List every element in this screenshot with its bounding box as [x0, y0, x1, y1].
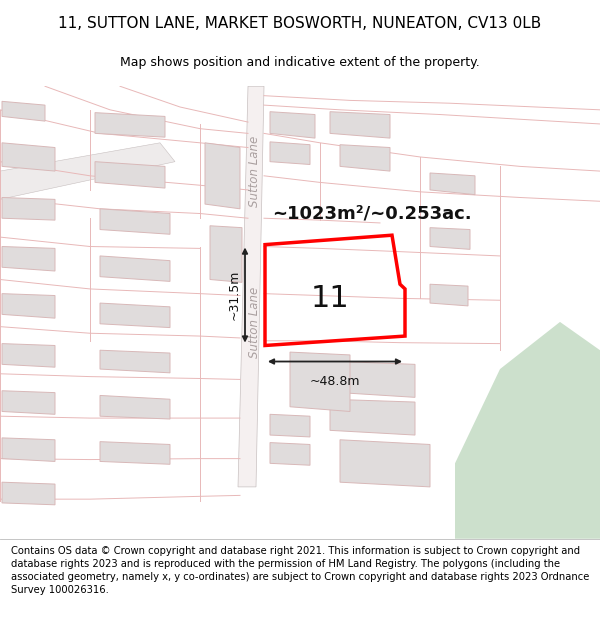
Polygon shape — [270, 142, 310, 164]
Polygon shape — [95, 112, 165, 137]
Polygon shape — [100, 396, 170, 419]
Polygon shape — [100, 303, 170, 328]
Polygon shape — [270, 414, 310, 437]
Text: Sutton Lane: Sutton Lane — [248, 286, 260, 357]
Polygon shape — [430, 284, 468, 306]
Polygon shape — [2, 101, 45, 121]
Polygon shape — [210, 226, 242, 282]
Polygon shape — [2, 482, 55, 505]
Polygon shape — [100, 350, 170, 373]
Polygon shape — [95, 162, 165, 188]
Text: Contains OS data © Crown copyright and database right 2021. This information is : Contains OS data © Crown copyright and d… — [11, 546, 589, 595]
Polygon shape — [2, 198, 55, 220]
Polygon shape — [430, 228, 470, 249]
Polygon shape — [455, 322, 600, 539]
Polygon shape — [2, 391, 55, 414]
Polygon shape — [340, 361, 415, 398]
Polygon shape — [100, 442, 170, 464]
Polygon shape — [2, 142, 55, 171]
Polygon shape — [270, 112, 315, 138]
Polygon shape — [2, 344, 55, 367]
Text: Map shows position and indicative extent of the property.: Map shows position and indicative extent… — [120, 56, 480, 69]
Polygon shape — [430, 173, 475, 194]
Polygon shape — [0, 142, 175, 199]
Text: ~48.8m: ~48.8m — [310, 375, 360, 388]
Polygon shape — [205, 142, 240, 209]
Polygon shape — [100, 256, 170, 281]
Text: Sutton Lane: Sutton Lane — [248, 136, 260, 207]
Polygon shape — [100, 209, 170, 234]
Polygon shape — [2, 438, 55, 461]
Text: 11: 11 — [311, 284, 349, 313]
Polygon shape — [290, 352, 350, 411]
Polygon shape — [340, 145, 390, 171]
Polygon shape — [2, 246, 55, 271]
Text: ~31.5m: ~31.5m — [228, 270, 241, 320]
Text: 11, SUTTON LANE, MARKET BOSWORTH, NUNEATON, CV13 0LB: 11, SUTTON LANE, MARKET BOSWORTH, NUNEAT… — [58, 16, 542, 31]
Polygon shape — [330, 399, 415, 435]
Text: ~1023m²/~0.253ac.: ~1023m²/~0.253ac. — [272, 204, 472, 222]
Polygon shape — [238, 86, 264, 487]
Polygon shape — [340, 440, 430, 487]
Polygon shape — [270, 442, 310, 465]
Polygon shape — [330, 112, 390, 138]
Polygon shape — [2, 294, 55, 318]
